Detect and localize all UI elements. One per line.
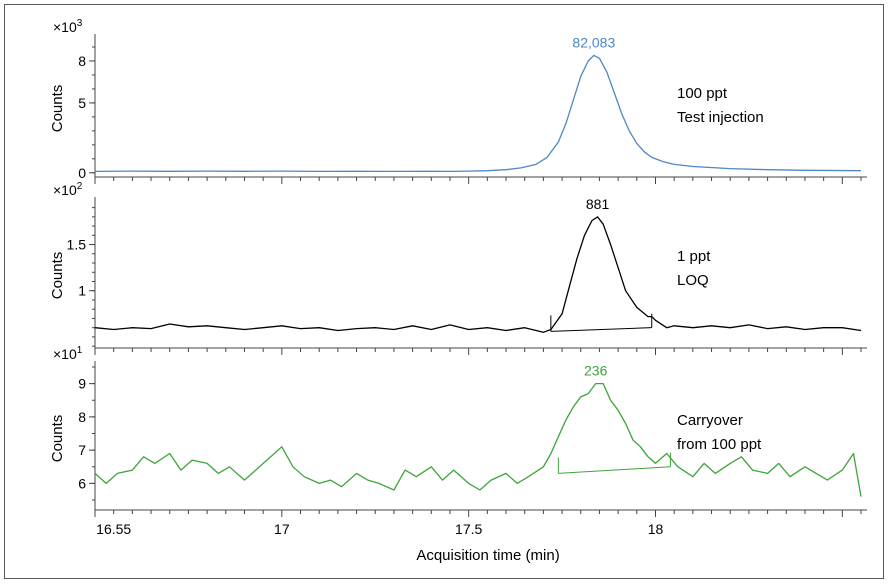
series-line: [94, 216, 862, 333]
y-tick-label: 0: [78, 165, 86, 181]
y-tick-label: 5: [78, 95, 86, 111]
scale-base: ×10: [53, 346, 77, 362]
x-tick-label: 17: [274, 521, 290, 537]
x-tick-label: 16.55: [96, 521, 131, 537]
scale-factor-label: ×101: [53, 345, 83, 362]
scale-exponent: 1: [77, 345, 83, 356]
scale-exponent: 3: [77, 18, 83, 29]
y-tick-label: 9: [78, 376, 86, 392]
y-tick-label: 6: [78, 475, 86, 491]
scale-base: ×10: [53, 19, 77, 35]
scale-factor-label: ×103: [53, 18, 83, 35]
x-tick-label: 18: [648, 521, 664, 537]
integration-baseline: [550, 327, 652, 332]
figure-frame: 0 5 8 ×103 Counts 82,083 100 ppt Test injection…: [4, 4, 884, 579]
y-tick-label: 7: [78, 442, 86, 458]
panel-annotation: Carryover: [677, 412, 743, 429]
panel-annotation: from 100 ppt: [677, 436, 762, 453]
y-tick-label: 8: [78, 409, 86, 425]
integration-baseline: [558, 466, 671, 474]
x-axis-title: Acquisition time (min): [416, 547, 559, 564]
y-tick-label: 1.5: [67, 237, 87, 253]
panel-annotation: 100 ppt: [677, 85, 728, 102]
panel-annotation: 1 ppt: [677, 248, 711, 265]
y-tick-label: 8: [78, 53, 86, 69]
chart-panel-1: 0 5 8 ×103 Counts 82,083 100 ppt Test injection: [49, 18, 867, 184]
series-line: [94, 54, 862, 173]
y-tick-label: 1: [78, 283, 86, 299]
scale-base: ×10: [53, 182, 77, 198]
scale-factor-label: ×102: [53, 181, 83, 198]
panel-annotation: Test injection: [677, 109, 764, 126]
chart-panel-2: 1 1.5 ×102 Counts 881 1 ppt LOQ: [49, 181, 867, 355]
x-tick-label: 17.5: [455, 521, 482, 537]
scale-exponent: 2: [77, 181, 83, 192]
peak-area-label: 82,083: [572, 34, 615, 50]
y-axis-title: Counts: [49, 85, 66, 133]
series-line: [94, 382, 862, 497]
peak-area-label: 236: [584, 363, 608, 379]
panel-annotation: LOQ: [677, 272, 709, 289]
peak-area-label: 881: [586, 196, 610, 212]
y-axis-title: Counts: [49, 415, 66, 463]
y-axis-title: Counts: [49, 252, 66, 300]
